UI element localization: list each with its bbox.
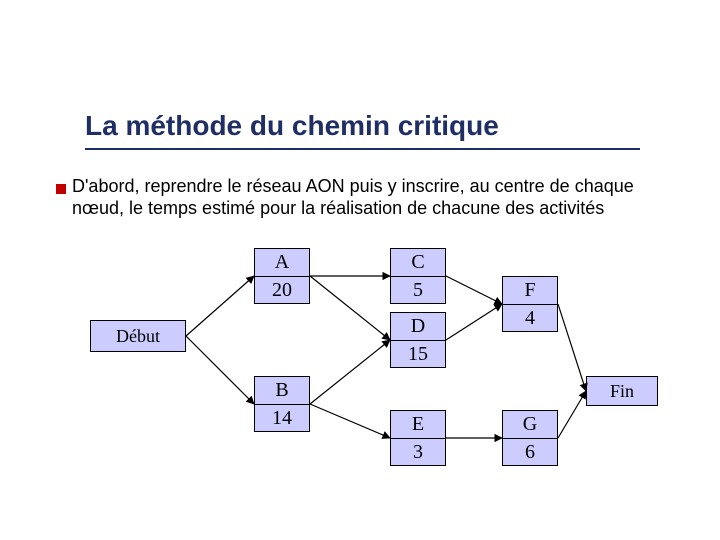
node-A-value: 20	[255, 277, 309, 304]
node-E-label: E	[391, 411, 445, 439]
body-line-1: D'abord, reprendre le réseau AON puis y …	[72, 176, 634, 197]
node-G: G 6	[502, 410, 558, 466]
edge	[446, 304, 502, 340]
edges-layer	[0, 0, 720, 540]
edge	[310, 340, 390, 404]
node-F-value: 4	[503, 305, 557, 332]
node-start-label: Début	[116, 326, 160, 347]
node-E: E 3	[390, 410, 446, 466]
node-D: D 15	[390, 312, 446, 368]
node-start: Début	[90, 320, 186, 352]
edge	[186, 336, 254, 404]
bullet-icon	[56, 184, 66, 194]
node-D-value: 15	[391, 341, 445, 368]
edge	[186, 276, 254, 336]
edge	[310, 404, 390, 438]
node-C-label: C	[391, 249, 445, 277]
node-end: Fin	[586, 376, 658, 406]
node-D-label: D	[391, 313, 445, 341]
node-A: A 20	[254, 248, 310, 304]
node-B-label: B	[255, 377, 309, 405]
node-end-label: Fin	[610, 381, 634, 402]
node-F: F 4	[502, 276, 558, 332]
node-C: C 5	[390, 248, 446, 304]
edge	[558, 391, 586, 438]
node-F-label: F	[503, 277, 557, 305]
slide: { "title": { "text": "La méthode du chem…	[0, 0, 720, 540]
node-G-label: G	[503, 411, 557, 439]
node-C-value: 5	[391, 277, 445, 304]
edge	[446, 276, 502, 304]
slide-title: La méthode du chemin critique	[85, 110, 499, 142]
node-B-value: 14	[255, 405, 309, 432]
body-line-2: nœud, le temps estimé pour la réalisatio…	[72, 198, 604, 219]
title-underline	[85, 148, 640, 150]
node-E-value: 3	[391, 439, 445, 466]
edge	[310, 276, 390, 340]
edge	[558, 304, 586, 391]
node-B: B 14	[254, 376, 310, 432]
node-G-value: 6	[503, 439, 557, 466]
node-A-label: A	[255, 249, 309, 277]
